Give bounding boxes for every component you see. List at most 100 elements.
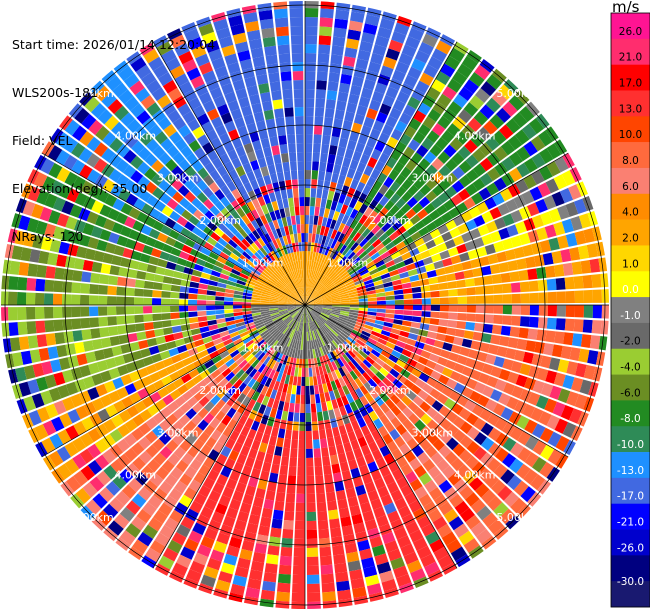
ray-cell (305, 305, 312, 312)
ray-cell (227, 346, 238, 355)
ray-cell (431, 400, 444, 412)
ray-cell (183, 487, 197, 500)
ray-cell (100, 370, 112, 383)
ray-cell (284, 286, 293, 293)
ray-cell (102, 433, 116, 448)
ray-cell (80, 306, 90, 317)
ray-cell (107, 208, 120, 221)
ray-cell (476, 246, 488, 258)
ray-cell (353, 595, 369, 605)
ray-cell (307, 242, 312, 252)
ray-cell (364, 403, 374, 414)
ray-cell (246, 211, 255, 222)
ray-cell (494, 217, 507, 230)
ray-cell (296, 134, 304, 144)
ray-cell (274, 319, 284, 327)
ray-cell (329, 248, 337, 259)
ray-cell (264, 377, 273, 388)
colorbar-tick-label: -17.0 (617, 491, 644, 503)
ray-cell (125, 193, 139, 206)
ray-cell (203, 374, 215, 385)
ray-cell (411, 58, 426, 72)
ray-cell (502, 294, 512, 304)
ray-cell (385, 358, 396, 368)
ray-cell (326, 90, 338, 101)
ray-cell (265, 254, 273, 264)
ray-cell (492, 284, 503, 294)
ray-cell (149, 391, 162, 404)
ray-cell (463, 197, 476, 210)
ray-cell (229, 430, 240, 442)
ray-cell (349, 370, 358, 381)
ray-cell (319, 289, 328, 296)
ray-cell (371, 238, 382, 248)
ray-cell (216, 532, 230, 545)
ray-cell (359, 333, 370, 341)
ray-cell (291, 430, 299, 440)
ray-cell (278, 279, 286, 287)
ray-cell (459, 435, 473, 449)
ray-cell (196, 364, 207, 374)
ray-cell (296, 251, 300, 261)
ray-cell (452, 263, 464, 273)
ray-cell (565, 290, 575, 304)
ray-cell (258, 327, 268, 335)
ray-cell (403, 236, 414, 246)
ray-cell (215, 422, 227, 434)
ray-cell (305, 8, 319, 18)
ray-cell (345, 450, 356, 462)
ray-cell (220, 207, 231, 219)
ray-cell (384, 421, 395, 433)
ray-cell (322, 306, 332, 310)
ray-cell (309, 376, 314, 386)
ray-cell (242, 295, 252, 300)
ray-cell (201, 354, 212, 364)
ray-cell (367, 527, 381, 540)
ray-cell (334, 109, 345, 120)
ray-cell (560, 248, 572, 263)
ray-cell (282, 383, 289, 394)
ray-cell (258, 260, 267, 269)
colorbar-bin (611, 219, 650, 246)
ray-cell (314, 466, 323, 476)
ray-cell (403, 104, 417, 118)
ray-cell (379, 391, 390, 403)
ray-cell (432, 101, 447, 115)
ray-cell (315, 98, 326, 108)
ray-cell (179, 318, 190, 325)
ray-cell (365, 355, 375, 365)
ray-cell (265, 242, 274, 253)
ray-cell (465, 357, 477, 369)
ray-cell (242, 493, 254, 505)
ray-cell (404, 450, 417, 463)
ray-cell (465, 154, 479, 168)
ray-cell (334, 252, 342, 262)
ray-cell (242, 298, 252, 303)
ray-cell (129, 80, 145, 96)
ray-cell (374, 35, 390, 48)
ray-cell (330, 229, 338, 240)
ray-cell (317, 53, 330, 64)
ray-cell (439, 34, 456, 47)
ray-cell (33, 172, 48, 188)
ray-cell (222, 354, 233, 364)
ray-cell (179, 292, 189, 299)
ray-cell (62, 281, 73, 293)
ray-cell (329, 314, 339, 320)
ray-cell (305, 296, 307, 305)
ray-cell (53, 306, 63, 319)
ray-cell (181, 209, 193, 221)
ray-cell (213, 95, 227, 108)
colorbar-tick-label: -2.0 (620, 336, 641, 348)
ray-cell (287, 306, 297, 310)
ray-cell (99, 327, 110, 338)
ray-cell (321, 325, 328, 334)
ray-cell (443, 508, 459, 523)
ray-cell (215, 124, 227, 137)
ray-cell (145, 444, 159, 458)
ray-cell (524, 435, 539, 451)
ray-cell (370, 469, 382, 481)
ray-cell (344, 237, 353, 247)
ray-cell (557, 235, 569, 249)
ray-cell (389, 204, 400, 216)
